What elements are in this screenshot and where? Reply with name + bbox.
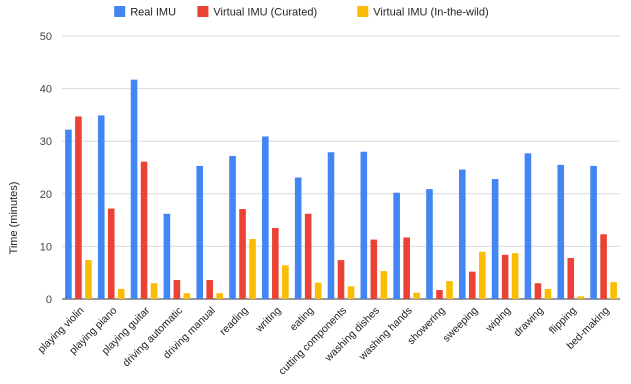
bar-virtual-imu-curated-playing-guitar [140,161,148,299]
bar-real-imu-playing-guitar [130,79,138,299]
x-tick-label-reading: reading [217,305,250,338]
y-tick-label: 10 [40,241,52,253]
bar-real-imu-sweeping [458,169,466,299]
bar-virtual-imu-in-the-wild-bed-making [610,282,617,299]
bar-virtual-imu-in-the-wild-wiping [511,253,519,299]
bar-virtual-imu-in-the-wild-washing-hands [413,292,420,299]
bar-virtual-imu-curated-washing-hands [403,237,410,299]
x-tick-label-sweeping: sweeping [441,305,481,345]
legend-label-real-imu: Real IMU [130,7,176,19]
bar-real-imu-drawing [524,153,532,299]
bar-real-imu-wiping [491,179,499,299]
x-tick-label-writing: writing [253,305,284,336]
bar-real-imu-washing-hands [393,192,400,299]
bar-real-imu-showering [426,189,433,299]
bar-virtual-imu-curated-eating [304,213,312,299]
bar-real-imu-eating [294,177,302,299]
bar-real-imu-washing-dishes [360,151,368,299]
bar-real-imu-playing-violin [65,129,72,299]
bar-virtual-imu-in-the-wild-flipping [577,296,585,299]
bar-virtual-imu-curated-reading [239,209,246,299]
bar-real-imu-bed-making [590,165,597,299]
bar-virtual-imu-curated-driving-manual [206,280,214,299]
bar-virtual-imu-curated-flipping [567,257,575,299]
bar-virtual-imu-curated-cutting-components [337,260,345,299]
bars [65,79,617,300]
bar-virtual-imu-curated-washing-dishes [370,239,378,299]
bar-virtual-imu-in-the-wild-playing-violin [85,260,92,299]
bar-virtual-imu-curated-playing-piano [107,208,115,299]
y-tick-label: 20 [40,189,52,201]
bar-virtual-imu-in-the-wild-cutting-components [347,286,355,299]
y-tick-label: 50 [40,31,52,43]
y-tick-label: 40 [40,84,52,96]
bar-virtual-imu-in-the-wild-reading [249,239,256,299]
bar-virtual-imu-curated-playing-violin [75,116,82,299]
bar-virtual-imu-in-the-wild-playing-guitar [150,283,158,299]
bar-real-imu-reading [229,155,236,299]
bar-virtual-imu-in-the-wild-showering [446,281,453,299]
x-tick-label-wiping: wiping [483,305,513,335]
bar-virtual-imu-curated-bed-making [600,234,607,299]
x-tick-label-flipping: flipping [547,305,579,337]
bar-virtual-imu-in-the-wild-playing-piano [117,289,125,299]
y-axis-ticks: 0 10 20 30 40 50 [40,31,52,306]
y-axis-title: Time (minutes) [8,182,20,255]
chart-legend: Real IMU Virtual IMU (Curated) Virtual IMU… [114,6,489,19]
bar-virtual-imu-in-the-wild-washing-dishes [380,271,388,299]
y-tick-label: 30 [40,136,52,148]
bar-virtual-imu-in-the-wild-driving-manual [216,293,224,299]
legend-label-virtual-imu-in-the-wild: Virtual IMU (In-the-wild) [373,7,488,19]
bar-real-imu-driving-manual [196,165,204,299]
bar-virtual-imu-curated-writing [272,227,279,299]
bar-real-imu-driving-automatic [163,213,171,299]
legend-swatch-virtual-imu-curated [197,6,209,17]
bar-virtual-imu-curated-sweeping [468,271,476,299]
legend-label-virtual-imu-curated: Virtual IMU (Curated) [213,7,317,19]
bar-virtual-imu-curated-drawing [534,283,542,299]
bar-virtual-imu-in-the-wild-driving-automatic [183,293,191,299]
bar-virtual-imu-in-the-wild-sweeping [478,251,486,299]
bar-real-imu-flipping [557,164,565,299]
bar-virtual-imu-curated-showering [436,290,443,299]
bar-virtual-imu-in-the-wild-drawing [544,289,552,299]
bar-virtual-imu-curated-wiping [501,254,509,299]
bar-real-imu-cutting-components [327,152,335,299]
bar-virtual-imu-curated-driving-automatic [173,280,181,299]
x-tick-label-drawing: drawing [512,305,547,340]
legend-swatch-real-imu [114,6,126,17]
bar-virtual-imu-in-the-wild-eating [314,282,322,299]
legend-swatch-virtual-imu-in-the-wild [357,6,369,17]
bar-virtual-imu-in-the-wild-writing [282,265,289,299]
x-tick-label-eating: eating [288,305,317,334]
bar-real-imu-writing [262,136,269,299]
bar-real-imu-playing-piano [97,115,105,300]
y-tick-label: 0 [46,294,52,306]
x-tick-label-driving-automatic: driving automatic [120,305,185,370]
